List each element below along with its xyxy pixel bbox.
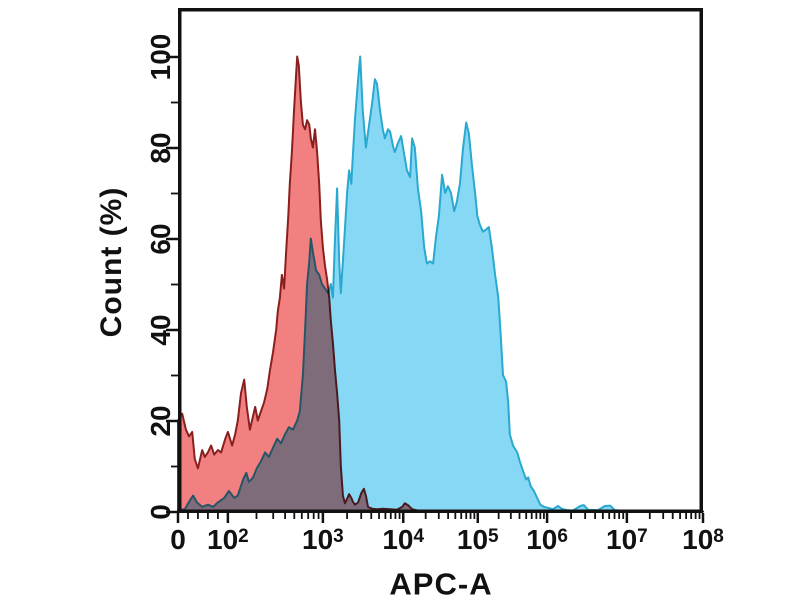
y-axis-title: Count (%) <box>95 186 128 338</box>
y-tick-label-20: 20 <box>145 404 176 437</box>
y-tick-label-0: 0 <box>145 503 176 520</box>
x-tick-label-10e2: 102 <box>207 524 249 555</box>
x-tick-label-10e4: 104 <box>382 524 425 555</box>
y-tick-label-60: 60 <box>145 222 176 255</box>
x-axis-title: APC-A <box>389 566 493 602</box>
plot-border <box>178 8 703 513</box>
x-tick-label-10e6: 106 <box>526 524 568 555</box>
y-tick-label-80: 80 <box>145 131 176 164</box>
x-tick-label-10e7: 107 <box>606 524 648 555</box>
x-tick-label-10e8: 108 <box>682 524 724 555</box>
x-tick-label-10e3: 103 <box>302 524 344 555</box>
y-tick-label-40: 40 <box>145 313 176 346</box>
red-histogram-area <box>177 55 704 513</box>
y-tick-label-100: 100 <box>145 33 176 80</box>
x-tick-label-0: 0 <box>170 524 186 555</box>
x-tick-label-10e5: 105 <box>456 524 499 555</box>
